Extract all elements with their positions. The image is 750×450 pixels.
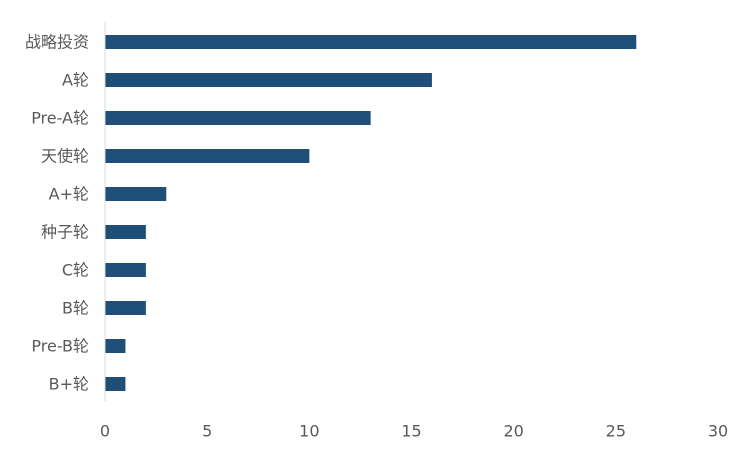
x-tick-label: 25 (606, 422, 626, 441)
bar (105, 111, 371, 125)
bar (105, 73, 432, 87)
x-tick-label: 5 (202, 422, 212, 441)
category-label: 天使轮 (41, 147, 89, 166)
category-label: B轮 (62, 299, 89, 318)
x-tick-label: 10 (299, 422, 319, 441)
bar (105, 377, 126, 391)
bar (105, 149, 310, 163)
category-label: Pre-B轮 (31, 337, 89, 356)
bars-layer (105, 35, 637, 391)
bar (105, 339, 126, 353)
x-tick-label: 30 (708, 422, 728, 441)
category-label: C轮 (62, 261, 89, 280)
bar (105, 263, 146, 277)
x-tick-label: 0 (100, 422, 110, 441)
x-tick-label: 15 (401, 422, 421, 441)
category-label: 战略投资 (25, 33, 89, 52)
category-label: A+轮 (49, 185, 89, 204)
bar (105, 301, 146, 315)
x-tick-label: 20 (503, 422, 523, 441)
bar (105, 35, 637, 49)
category-label: Pre-A轮 (31, 109, 89, 128)
category-label: B+轮 (49, 375, 89, 394)
bar (105, 225, 146, 239)
category-label: 种子轮 (41, 223, 89, 242)
x-tick-labels: 0 5 10 15 20 25 30 (100, 422, 728, 441)
bar (105, 187, 167, 201)
category-label: A轮 (62, 71, 89, 90)
